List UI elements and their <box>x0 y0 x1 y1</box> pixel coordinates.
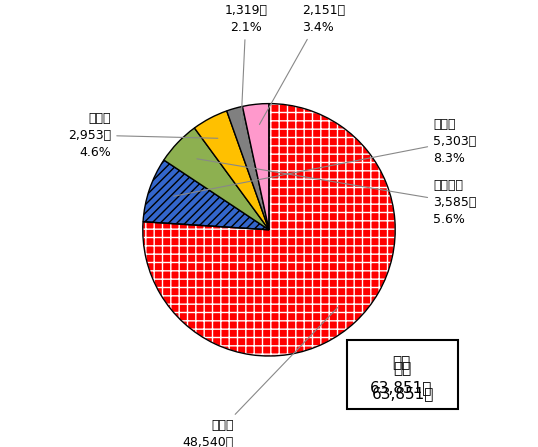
Wedge shape <box>226 106 269 230</box>
Text: 日本国籍
2,151件
3.4%: 日本国籍 2,151件 3.4% <box>259 0 345 124</box>
Wedge shape <box>143 160 269 230</box>
Text: 韓国籍
2,953件
4.6%: 韓国籍 2,953件 4.6% <box>68 112 218 159</box>
Wedge shape <box>194 111 269 230</box>
Text: その他
1,319件
2.1%: その他 1,319件 2.1% <box>225 0 268 127</box>
Text: 欧州国籍
3,585件
5.6%: 欧州国籍 3,585件 5.6% <box>197 159 477 226</box>
Wedge shape <box>143 104 395 356</box>
Text: 合計: 合計 <box>394 361 412 376</box>
Wedge shape <box>164 128 269 230</box>
Wedge shape <box>243 104 269 230</box>
Text: 中国籍
48,540件
76.0%: 中国籍 48,540件 76.0% <box>182 307 338 447</box>
Text: 米国籍
5,303件
8.3%: 米国籍 5,303件 8.3% <box>174 118 476 196</box>
Text: 63,851件: 63,851件 <box>370 380 433 395</box>
Text: 合計: 合計 <box>392 355 410 370</box>
Text: 63,851件: 63,851件 <box>372 386 434 401</box>
FancyBboxPatch shape <box>347 340 458 409</box>
